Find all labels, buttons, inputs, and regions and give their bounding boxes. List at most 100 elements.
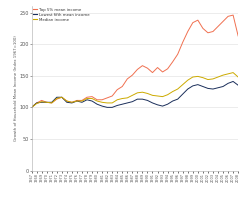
Median income xyxy=(232,71,234,74)
Lowest fifth mean income xyxy=(156,104,159,106)
Lowest fifth mean income xyxy=(45,101,48,104)
Line: Median income: Median income xyxy=(32,73,238,107)
Top 5% mean income xyxy=(196,19,199,21)
Median income xyxy=(126,97,129,99)
Lowest fifth mean income xyxy=(196,83,199,86)
Median income xyxy=(121,97,124,100)
Median income xyxy=(55,97,58,100)
Median income xyxy=(201,76,204,79)
Lowest fifth mean income xyxy=(166,103,169,105)
Top 5% mean income xyxy=(40,99,43,102)
Lowest fifth mean income xyxy=(191,85,194,87)
Top 5% mean income xyxy=(111,95,114,97)
Lowest fifth mean income xyxy=(96,103,99,105)
Median income xyxy=(96,100,99,102)
Lowest fifth mean income xyxy=(111,106,114,109)
Top 5% mean income xyxy=(45,101,48,104)
Lowest fifth mean income xyxy=(232,80,234,83)
Lowest fifth mean income xyxy=(60,96,63,99)
Lowest fifth mean income xyxy=(151,102,154,104)
Median income xyxy=(222,74,225,76)
Median income xyxy=(217,76,219,78)
Lowest fifth mean income xyxy=(86,99,88,101)
Top 5% mean income xyxy=(131,74,134,76)
Lowest fifth mean income xyxy=(101,105,104,107)
Lowest fifth mean income xyxy=(65,101,68,104)
Median income xyxy=(76,100,78,102)
Top 5% mean income xyxy=(166,68,169,70)
Lowest fifth mean income xyxy=(50,101,53,104)
Top 5% mean income xyxy=(156,66,159,69)
Median income xyxy=(111,102,114,104)
Top 5% mean income xyxy=(191,21,194,24)
Lowest fifth mean income xyxy=(227,82,230,85)
Top 5% mean income xyxy=(227,15,230,18)
Lowest fifth mean income xyxy=(176,98,179,100)
Lowest fifth mean income xyxy=(131,100,134,103)
Median income xyxy=(101,101,104,104)
Lowest fifth mean income xyxy=(116,104,119,107)
Top 5% mean income xyxy=(96,99,99,101)
Lowest fifth mean income xyxy=(70,102,73,104)
Top 5% mean income xyxy=(116,88,119,91)
Median income xyxy=(176,88,179,90)
Top 5% mean income xyxy=(126,78,129,80)
Median income xyxy=(131,94,134,97)
Median income xyxy=(136,92,139,94)
Lowest fifth mean income xyxy=(181,93,184,95)
Median income xyxy=(196,75,199,78)
Top 5% mean income xyxy=(207,32,209,34)
Y-axis label: Growth of Household Mean Income (Index 1967=100): Growth of Household Mean Income (Index 1… xyxy=(14,35,18,141)
Median income xyxy=(207,78,209,81)
Lowest fifth mean income xyxy=(201,85,204,88)
Median income xyxy=(237,76,240,78)
Top 5% mean income xyxy=(176,53,179,56)
Lowest fifth mean income xyxy=(237,84,240,87)
Median income xyxy=(35,102,38,105)
Top 5% mean income xyxy=(91,95,94,98)
Lowest fifth mean income xyxy=(171,100,174,102)
Median income xyxy=(70,101,73,104)
Median income xyxy=(191,76,194,78)
Lowest fifth mean income xyxy=(141,98,144,100)
Top 5% mean income xyxy=(106,97,109,99)
Line: Top 5% mean income: Top 5% mean income xyxy=(32,15,238,107)
Top 5% mean income xyxy=(141,64,144,67)
Median income xyxy=(80,100,83,102)
Median income xyxy=(161,95,164,98)
Top 5% mean income xyxy=(86,96,88,99)
Median income xyxy=(106,102,109,104)
Median income xyxy=(40,100,43,103)
Top 5% mean income xyxy=(222,20,225,23)
Median income xyxy=(211,78,214,80)
Median income xyxy=(186,79,189,82)
Lowest fifth mean income xyxy=(55,96,58,99)
Top 5% mean income xyxy=(146,67,149,69)
Lowest fifth mean income xyxy=(30,106,33,109)
Top 5% mean income xyxy=(237,35,240,37)
Median income xyxy=(50,102,53,104)
Top 5% mean income xyxy=(76,99,78,102)
Top 5% mean income xyxy=(80,99,83,102)
Lowest fifth mean income xyxy=(136,98,139,100)
Top 5% mean income xyxy=(211,30,214,33)
Median income xyxy=(166,93,169,96)
Top 5% mean income xyxy=(65,100,68,102)
Median income xyxy=(171,90,174,93)
Legend: Top 5% mean income, Lowest fifth mean income, Median income: Top 5% mean income, Lowest fifth mean in… xyxy=(33,7,90,22)
Median income xyxy=(116,99,119,101)
Top 5% mean income xyxy=(60,96,63,99)
Median income xyxy=(86,97,88,100)
Median income xyxy=(65,100,68,102)
Lowest fifth mean income xyxy=(106,106,109,109)
Median income xyxy=(151,94,154,97)
Top 5% mean income xyxy=(55,98,58,100)
Median income xyxy=(30,106,33,109)
Lowest fifth mean income xyxy=(161,105,164,107)
Median income xyxy=(227,73,230,75)
Lowest fifth mean income xyxy=(211,88,214,90)
Lowest fifth mean income xyxy=(146,99,149,102)
Top 5% mean income xyxy=(30,106,33,109)
Top 5% mean income xyxy=(161,71,164,73)
Lowest fifth mean income xyxy=(222,85,225,88)
